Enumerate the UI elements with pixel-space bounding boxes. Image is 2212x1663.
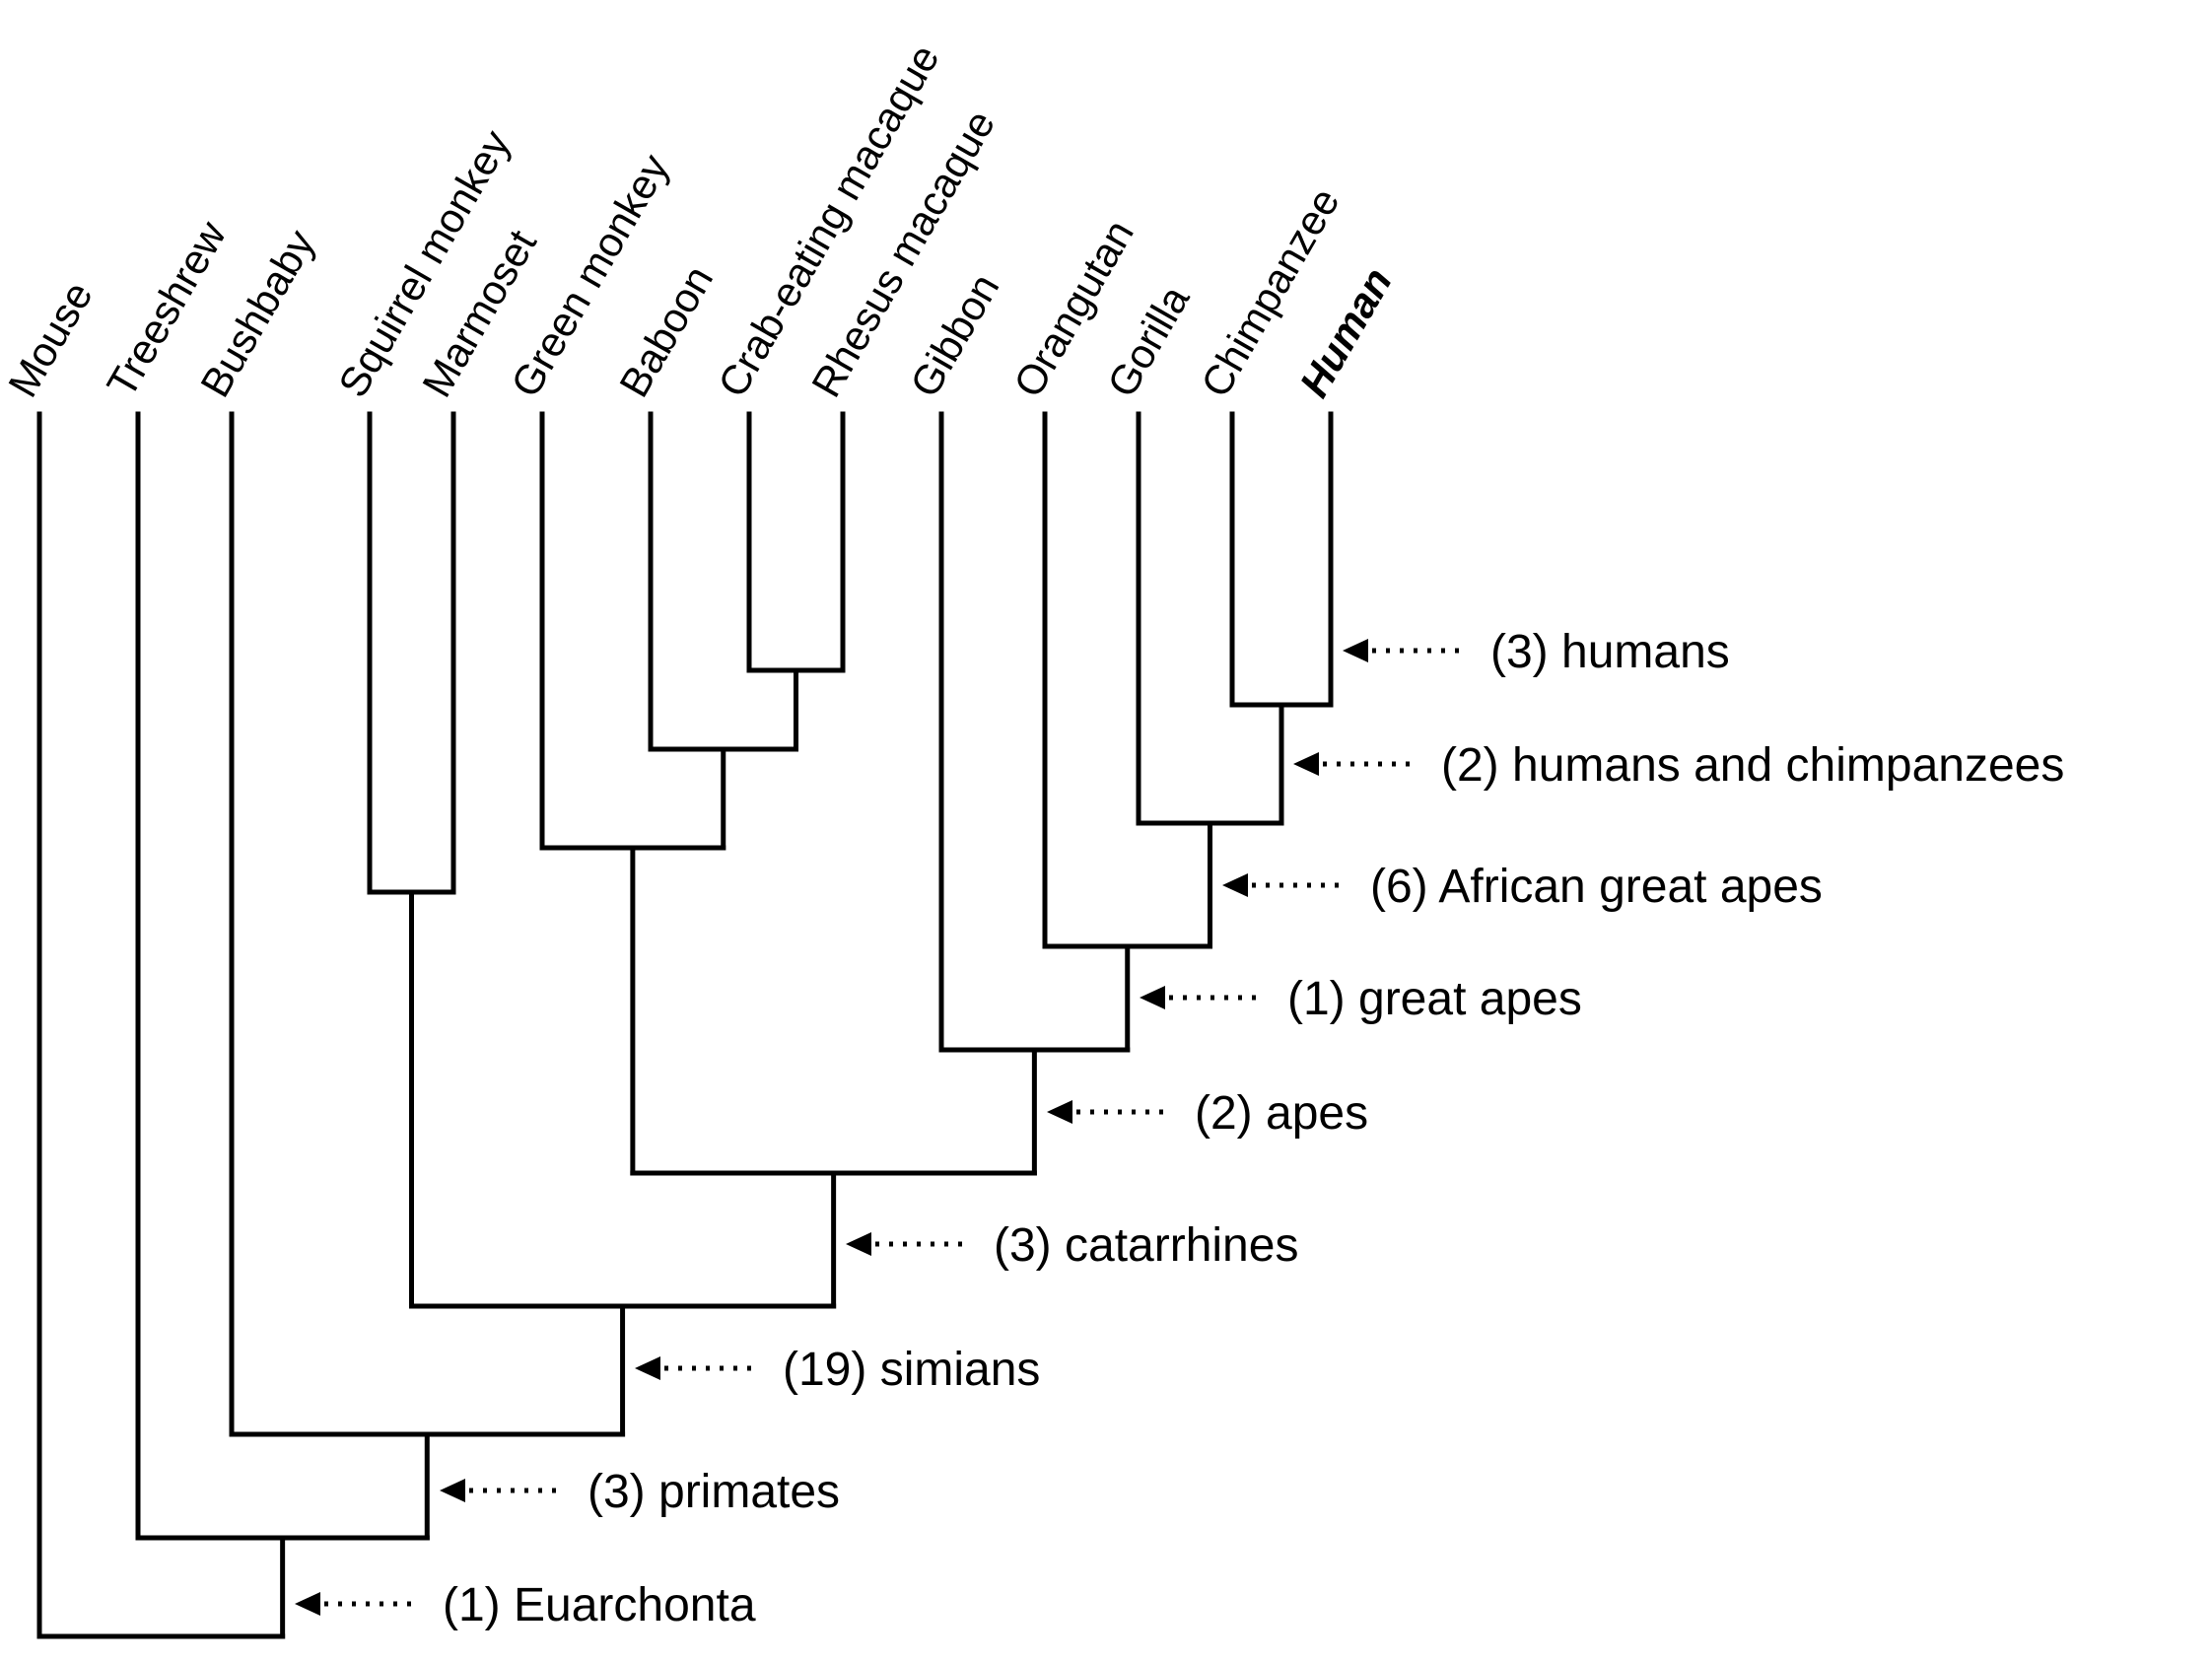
annotation-arrowhead-great-apes [1140, 986, 1165, 1009]
annotation-arrowhead-catarrhines [846, 1232, 871, 1256]
clade-annotation-label-humans: (3) humans [1490, 626, 1730, 678]
annotation-arrowhead-simians [635, 1356, 660, 1380]
taxon-label-mouse: Mouse [0, 274, 102, 405]
clade-annotation-label-simians: (19) simians [783, 1344, 1040, 1396]
clade-annotation-label-euarchonta: (1) Euarchonta [443, 1579, 756, 1631]
annotation-arrowhead-humans-and-chimpanzees [1293, 752, 1319, 776]
annotation-arrowhead-apes [1047, 1100, 1072, 1124]
clade-annotation-label-apes: (2) apes [1195, 1087, 1368, 1140]
taxon-label-gorilla: Gorilla [1098, 277, 1199, 404]
taxon-label-gibbon: Gibbon [901, 266, 1007, 405]
clade-annotation-label-humans-and-chimpanzees: (2) humans and chimpanzees [1441, 739, 2064, 792]
clade-annotation-label-catarrhines: (3) catarrhines [994, 1219, 1298, 1272]
clade-annotation-label-african-great-apes: (6) African great apes [1370, 861, 1823, 913]
annotation-arrowhead-african-great-apes [1222, 873, 1248, 897]
clade-annotation-label-great-apes: (1) great apes [1287, 973, 1582, 1025]
annotation-arrowhead-humans [1343, 639, 1368, 662]
taxon-label-baboon: Baboon [610, 258, 722, 405]
taxon-label-human: Human [1290, 260, 1401, 405]
clade-annotation-label-primates: (3) primates [588, 1466, 840, 1518]
annotation-arrowhead-euarchonta [295, 1592, 320, 1616]
annotation-arrowhead-primates [440, 1479, 465, 1502]
